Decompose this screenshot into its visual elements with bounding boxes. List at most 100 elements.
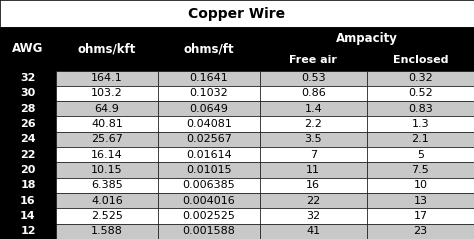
Text: 28: 28 bbox=[20, 104, 36, 114]
Text: 0.32: 0.32 bbox=[408, 73, 433, 83]
Text: 164.1: 164.1 bbox=[91, 73, 123, 83]
Bar bbox=[260, 86, 367, 101]
Text: AWG: AWG bbox=[12, 43, 44, 55]
Text: 0.004016: 0.004016 bbox=[182, 196, 235, 206]
Text: 10.15: 10.15 bbox=[91, 165, 123, 175]
Bar bbox=[158, 178, 260, 193]
Bar bbox=[0, 193, 56, 208]
Text: 0.006385: 0.006385 bbox=[182, 180, 235, 190]
Text: 0.01015: 0.01015 bbox=[186, 165, 232, 175]
Text: 7.5: 7.5 bbox=[411, 165, 429, 175]
Bar bbox=[56, 116, 158, 132]
Bar bbox=[260, 101, 367, 116]
Text: 0.1032: 0.1032 bbox=[190, 88, 228, 98]
Bar bbox=[260, 193, 367, 208]
Bar bbox=[260, 27, 474, 50]
Text: 1.3: 1.3 bbox=[411, 119, 429, 129]
Text: 2.1: 2.1 bbox=[411, 134, 429, 144]
Bar bbox=[260, 163, 367, 178]
Bar bbox=[158, 224, 260, 239]
Bar bbox=[158, 101, 260, 116]
Text: Ampacity: Ampacity bbox=[336, 32, 398, 45]
Bar bbox=[260, 71, 367, 86]
Text: 16: 16 bbox=[306, 180, 320, 190]
Text: 32: 32 bbox=[306, 211, 320, 221]
Text: 0.02567: 0.02567 bbox=[186, 134, 232, 144]
Text: 10: 10 bbox=[413, 180, 428, 190]
Text: 0.53: 0.53 bbox=[301, 73, 326, 83]
Bar bbox=[56, 132, 158, 147]
Text: 0.0649: 0.0649 bbox=[189, 104, 228, 114]
Text: 0.1641: 0.1641 bbox=[190, 73, 228, 83]
Bar bbox=[260, 132, 367, 147]
Text: 22: 22 bbox=[20, 150, 36, 160]
Text: 14: 14 bbox=[20, 211, 36, 221]
Text: Enclosed: Enclosed bbox=[392, 55, 448, 65]
Text: 22: 22 bbox=[306, 196, 320, 206]
Bar bbox=[56, 178, 158, 193]
Bar bbox=[367, 71, 474, 86]
Bar bbox=[158, 208, 260, 224]
Text: 1.4: 1.4 bbox=[304, 104, 322, 114]
Bar bbox=[0, 116, 56, 132]
Text: Free air: Free air bbox=[289, 55, 337, 65]
Text: 17: 17 bbox=[413, 211, 428, 221]
Text: 1.588: 1.588 bbox=[91, 226, 123, 236]
Bar bbox=[0, 224, 56, 239]
Text: 64.9: 64.9 bbox=[94, 104, 119, 114]
Text: 16.14: 16.14 bbox=[91, 150, 123, 160]
Text: 16: 16 bbox=[20, 196, 36, 206]
Text: 20: 20 bbox=[20, 165, 36, 175]
Text: 23: 23 bbox=[413, 226, 428, 236]
Bar bbox=[367, 163, 474, 178]
Bar bbox=[0, 0, 474, 27]
Text: 7: 7 bbox=[310, 150, 317, 160]
Bar bbox=[367, 178, 474, 193]
Bar bbox=[367, 101, 474, 116]
Bar bbox=[158, 27, 260, 71]
Bar bbox=[367, 224, 474, 239]
Bar bbox=[367, 193, 474, 208]
Bar bbox=[56, 101, 158, 116]
Bar bbox=[0, 178, 56, 193]
Bar bbox=[158, 193, 260, 208]
Bar bbox=[0, 208, 56, 224]
Text: 30: 30 bbox=[20, 88, 36, 98]
Bar bbox=[0, 132, 56, 147]
Text: 24: 24 bbox=[20, 134, 36, 144]
Bar bbox=[260, 50, 367, 71]
Text: 2.2: 2.2 bbox=[304, 119, 322, 129]
Bar bbox=[56, 208, 158, 224]
Bar bbox=[0, 147, 56, 163]
Bar bbox=[56, 224, 158, 239]
Bar bbox=[260, 208, 367, 224]
Text: 0.01614: 0.01614 bbox=[186, 150, 232, 160]
Bar bbox=[0, 163, 56, 178]
Text: 0.52: 0.52 bbox=[408, 88, 433, 98]
Bar bbox=[158, 147, 260, 163]
Text: 2.525: 2.525 bbox=[91, 211, 123, 221]
Text: 0.86: 0.86 bbox=[301, 88, 326, 98]
Bar bbox=[158, 116, 260, 132]
Text: 3.5: 3.5 bbox=[304, 134, 322, 144]
Bar bbox=[367, 147, 474, 163]
Text: ohms/ft: ohms/ft bbox=[183, 43, 234, 55]
Text: 25.67: 25.67 bbox=[91, 134, 123, 144]
Text: Copper Wire: Copper Wire bbox=[189, 7, 285, 21]
Bar bbox=[367, 116, 474, 132]
Text: 40.81: 40.81 bbox=[91, 119, 123, 129]
Bar bbox=[367, 50, 474, 71]
Bar bbox=[56, 71, 158, 86]
Text: 13: 13 bbox=[413, 196, 428, 206]
Bar bbox=[260, 224, 367, 239]
Bar bbox=[56, 27, 158, 71]
Bar bbox=[367, 86, 474, 101]
Text: 18: 18 bbox=[20, 180, 36, 190]
Text: 0.04081: 0.04081 bbox=[186, 119, 232, 129]
Bar bbox=[0, 71, 56, 86]
Text: 41: 41 bbox=[306, 226, 320, 236]
Bar bbox=[0, 86, 56, 101]
Bar bbox=[158, 132, 260, 147]
Text: ohms/kft: ohms/kft bbox=[78, 43, 136, 55]
Bar bbox=[56, 147, 158, 163]
